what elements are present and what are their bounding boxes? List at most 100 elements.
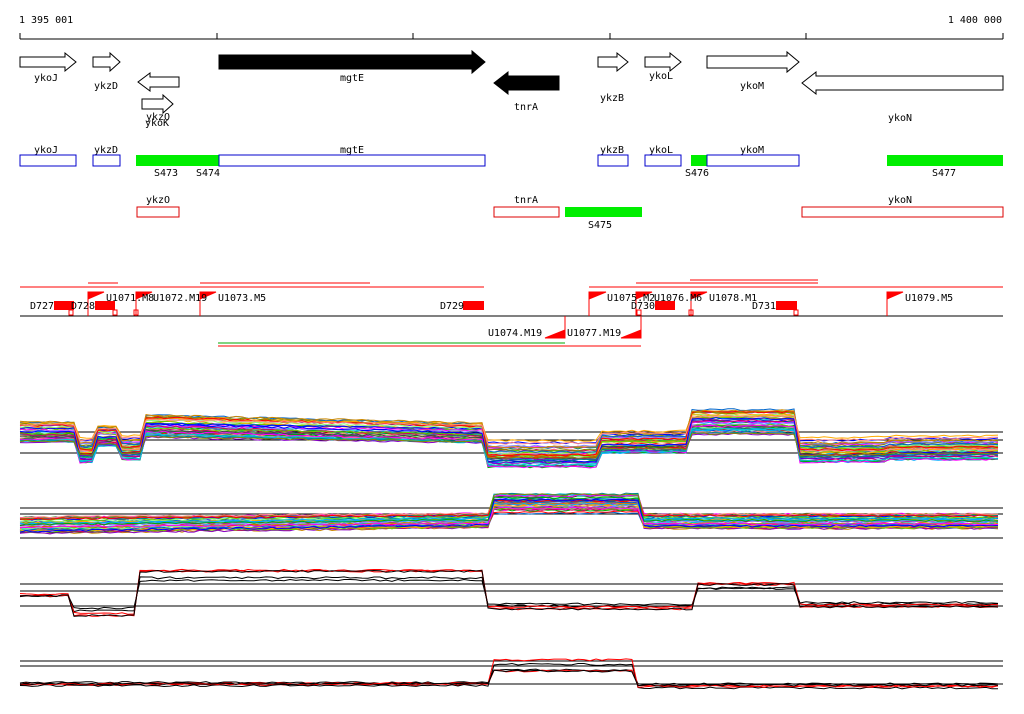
blue-label-ykzB: ykzB [600, 145, 624, 156]
flag-U1078[interactable] [690, 291, 708, 300]
expression-profile [19, 410, 999, 457]
blue-box-ykoM[interactable] [706, 154, 800, 167]
expression-profile [19, 662, 999, 690]
gene-arrow-ykoK[interactable] [141, 93, 174, 115]
segment-S477[interactable] [887, 155, 1003, 166]
segment-label-S473: S473 [154, 168, 178, 179]
gene-arrow-ykzB[interactable] [597, 51, 629, 73]
red-label-ykzO: ykzO [146, 195, 170, 206]
coordinate-ruler: 1 395 001 1 400 000 [19, 15, 1004, 40]
expression-profile [19, 506, 999, 529]
blue-box-ykoL[interactable] [644, 154, 682, 167]
expression-profile [19, 498, 998, 533]
blue-box-ykzB[interactable] [597, 154, 629, 167]
feature-label-U1078: U1078.M1 [709, 293, 757, 304]
feature-label-U1075: U1075.M2 [607, 293, 655, 304]
gene-arrow-ykzD[interactable] [92, 51, 121, 73]
feature-block-D727[interactable] [54, 301, 74, 310]
expression-profile [19, 428, 999, 460]
segment-S475[interactable] [565, 207, 642, 217]
gene-arrow-ykoM[interactable] [706, 50, 800, 74]
expression-profile [19, 430, 999, 462]
ruler-start-label: 1 395 001 [19, 15, 73, 26]
gene-arrow-ykoJ[interactable] [19, 51, 77, 73]
expression-profile [19, 432, 999, 459]
segment-label-S476: S476 [685, 168, 709, 179]
ruler-end-label: 1 400 000 [948, 15, 1002, 26]
feature-tick [636, 309, 642, 316]
gene-label-tnrA: tnrA [514, 102, 538, 113]
feature-label-U1073: U1073.M5 [218, 293, 266, 304]
feature-label-U1079: U1079.M5 [905, 293, 953, 304]
feature-label-D727: D727 [30, 301, 54, 312]
feature-label-U1074: U1074.M19 [488, 328, 542, 339]
expression-profile [19, 504, 999, 527]
expression-panel-4 [19, 658, 1003, 690]
feature-track: D727 D728 D729 D730 D731 U1071.M8 U1072.… [20, 279, 1003, 347]
red-label-ykoN: ykoN [888, 195, 912, 206]
feature-label-D728: D728 [71, 301, 95, 312]
gene-label-ykoL: ykoL [649, 71, 673, 82]
red-box-ykoN[interactable] [801, 206, 1004, 218]
blue-box-mgtE[interactable] [218, 154, 486, 167]
feature-label-D730: D730 [631, 301, 655, 312]
expression-profile [19, 503, 999, 526]
segment-label-S474: S474 [196, 168, 220, 179]
flag-U1071[interactable] [87, 291, 105, 300]
flag-U1077[interactable] [620, 329, 642, 339]
flag-U1073[interactable] [199, 291, 217, 300]
feature-block-D728[interactable] [95, 301, 115, 310]
flag-U1076[interactable] [635, 291, 653, 300]
segment-S476[interactable] [691, 155, 707, 166]
gene-track: ykoJ ykzD ykzO ykoK mgtE tnrA ykzB ykoL … [19, 49, 1004, 129]
flag-U1072[interactable] [135, 291, 153, 300]
expression-profile [19, 427, 999, 467]
expression-profile [19, 424, 999, 469]
gene-arrow-ykzO[interactable] [137, 72, 180, 92]
gene-label-ykzD: ykzD [94, 81, 118, 92]
feature-block-D730[interactable] [655, 301, 675, 310]
expression-profile [19, 430, 999, 455]
gene-arrow-ykoN[interactable] [801, 70, 1004, 96]
feature-label-D731: D731 [752, 301, 776, 312]
expression-profile [19, 499, 999, 521]
red-box-ykzO[interactable] [136, 206, 180, 218]
flag-U1074[interactable] [544, 329, 566, 339]
expression-profile [19, 492, 999, 520]
blue-box-ykzD[interactable] [92, 154, 121, 167]
gene-arrow-mgtE[interactable] [218, 49, 486, 75]
expression-panel-3 [19, 568, 1003, 617]
expression-profile [19, 496, 999, 527]
expression-profile [19, 669, 999, 687]
feature-tick [112, 309, 118, 316]
red-box-tnrA[interactable] [493, 206, 560, 218]
blue-box-ykoJ[interactable] [19, 154, 77, 167]
gene-label-ykoN: ykoN [888, 113, 912, 124]
expression-profile [19, 414, 999, 442]
flag-U1075[interactable] [588, 291, 607, 300]
gene-label-ykzO: ykzO [146, 112, 170, 123]
expression-panel-1 [19, 408, 1003, 469]
gene-label-mgtE: mgtE [340, 73, 364, 84]
expression-profile [19, 568, 999, 615]
blue-label-ykoJ: ykoJ [34, 145, 58, 156]
expression-profile [19, 413, 999, 455]
flag-U1079[interactable] [886, 291, 904, 300]
segment-S473-S474[interactable] [136, 155, 219, 166]
expression-profile [20, 414, 999, 445]
feature-label-U1076: U1076.M6 [654, 293, 702, 304]
gene-label-ykzB: ykzB [600, 93, 624, 104]
red-label-tnrA: tnrA [514, 195, 538, 206]
feature-tick [68, 309, 74, 316]
blue-label-ykoM: ykoM [740, 145, 764, 156]
blue-label-ykzD: ykzD [94, 145, 118, 156]
expression-profile [19, 668, 999, 686]
gene-arrow-ykoL[interactable] [644, 51, 682, 73]
gene-label-ykoM: ykoM [740, 81, 764, 92]
blue-label-ykoL: ykoL [649, 145, 673, 156]
feature-block-D729[interactable] [463, 301, 484, 310]
expression-profile [19, 578, 999, 610]
feature-block-D731[interactable] [776, 301, 797, 310]
gene-arrow-tnrA[interactable] [493, 70, 560, 96]
feature-label-U1072: U1072.M19 [153, 293, 207, 304]
